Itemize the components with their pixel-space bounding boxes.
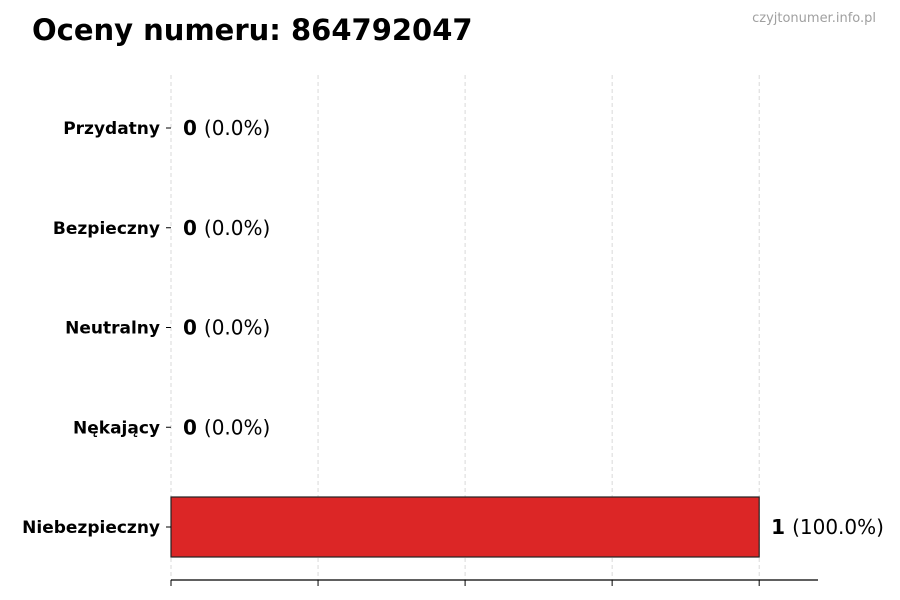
- data-label-count: 0: [183, 116, 204, 140]
- category-label: Nękający: [73, 418, 160, 438]
- data-label-percent: (0.0%): [204, 216, 270, 240]
- category-label: Neutralny: [65, 319, 160, 339]
- watermark: czyjtonumer.info.pl: [752, 11, 876, 26]
- data-label-percent: (0.0%): [204, 316, 270, 340]
- data-label: 0 (0.0%): [183, 216, 270, 240]
- data-label: 0 (0.0%): [183, 116, 270, 140]
- chart-title: Oceny numeru: 864792047: [32, 13, 473, 47]
- data-label-count: 0: [183, 316, 204, 340]
- category-label: Przydatny: [63, 119, 160, 139]
- data-label-count: 1: [771, 515, 792, 539]
- data-label: 0 (0.0%): [183, 415, 270, 439]
- data-label-percent: (100.0%): [792, 515, 884, 539]
- data-label: 1 (100.0%): [771, 515, 884, 539]
- data-label-count: 0: [183, 216, 204, 240]
- category-label: Niebezpieczny: [22, 518, 160, 538]
- data-label: 0 (0.0%): [183, 316, 270, 340]
- data-label-count: 0: [183, 415, 204, 439]
- bar: [170, 496, 760, 558]
- category-label: Bezpieczny: [53, 219, 160, 239]
- data-label-percent: (0.0%): [204, 116, 270, 140]
- data-label-percent: (0.0%): [204, 415, 270, 439]
